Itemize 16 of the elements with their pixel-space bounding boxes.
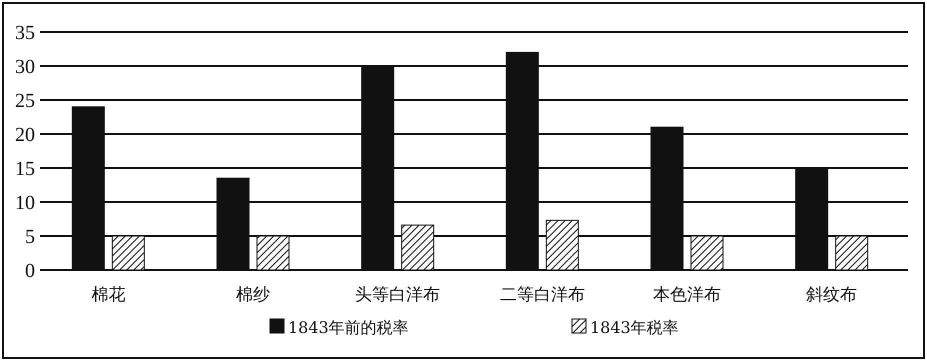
x-tick-label: 头等白洋布 bbox=[355, 285, 440, 305]
y-tick-label: 35 bbox=[15, 22, 35, 44]
y-tick-label: 0 bbox=[25, 260, 35, 282]
x-tick-label: 本色洋布 bbox=[653, 285, 721, 305]
y-tick-label: 30 bbox=[15, 56, 35, 78]
x-tick-label: 斜纹布 bbox=[806, 285, 858, 305]
legend-label: 1843年前的税率 bbox=[288, 318, 409, 337]
y-tick-label: 25 bbox=[15, 90, 35, 112]
x-tick-label: 棉花 bbox=[91, 285, 126, 305]
y-tick-label: 10 bbox=[15, 192, 35, 214]
y-tick-label: 15 bbox=[15, 158, 35, 180]
x-tick-label: 二等白洋布 bbox=[500, 285, 585, 305]
x-tick-label: 棉纱 bbox=[236, 285, 270, 305]
y-tick-label: 5 bbox=[25, 226, 35, 248]
y-tick-label: 20 bbox=[15, 124, 35, 146]
legend-label: 1843年税率 bbox=[590, 318, 679, 337]
